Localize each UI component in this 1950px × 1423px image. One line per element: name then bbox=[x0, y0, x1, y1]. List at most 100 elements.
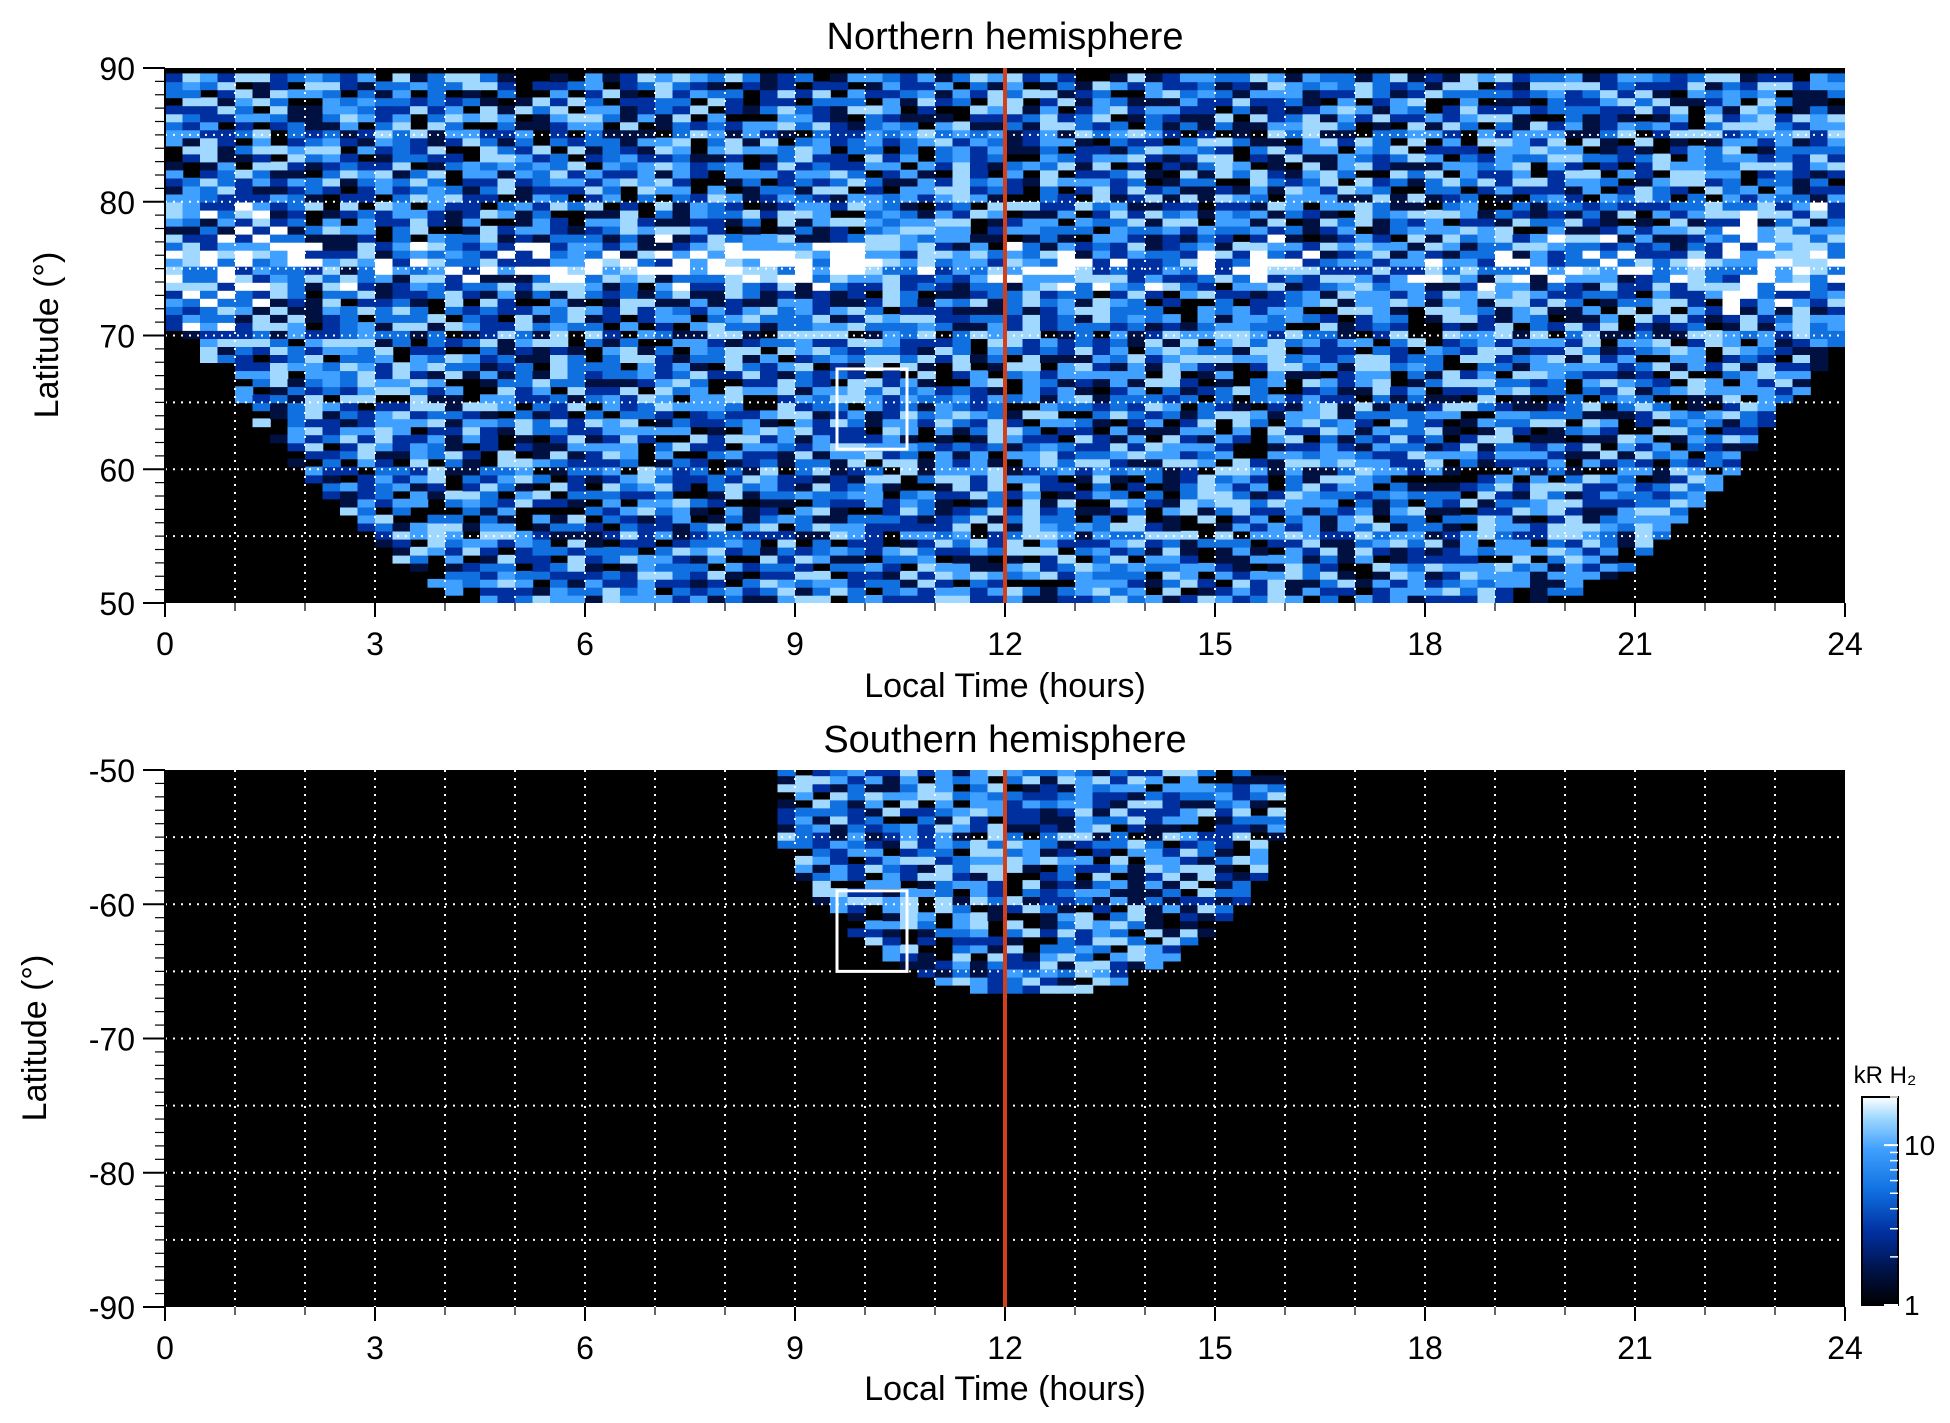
north-heatmap-cell bbox=[760, 434, 779, 444]
north-heatmap-cell bbox=[1320, 466, 1339, 476]
north-heatmap-cell bbox=[1215, 185, 1234, 195]
north-heatmap-cell bbox=[445, 362, 464, 372]
north-heatmap-cell bbox=[970, 257, 989, 267]
north-heatmap-cell bbox=[1582, 338, 1601, 347]
north-heatmap-cell bbox=[795, 298, 814, 307]
north-heatmap-cell bbox=[410, 241, 429, 251]
north-heatmap-cell bbox=[1320, 474, 1339, 484]
north-heatmap-cell bbox=[1827, 225, 1845, 235]
north-heatmap-cell bbox=[1110, 153, 1129, 163]
north-heatmap-cell bbox=[1547, 490, 1566, 500]
north-heatmap-cell bbox=[742, 362, 761, 372]
north-heatmap-cell bbox=[200, 169, 219, 179]
north-heatmap-cell bbox=[830, 225, 849, 235]
north-heatmap-cell bbox=[1740, 322, 1759, 331]
north-heatmap-cell bbox=[1442, 506, 1461, 516]
north-heatmap-cell bbox=[952, 257, 971, 267]
north-heatmap-cell bbox=[707, 282, 726, 291]
north-heatmap-cell bbox=[760, 89, 779, 99]
north-heatmap-cell bbox=[655, 522, 674, 532]
north-heatmap-cell bbox=[1827, 241, 1845, 251]
north-heatmap-cell bbox=[847, 386, 866, 396]
north-heatmap-cell bbox=[1705, 169, 1724, 179]
north-heatmap-cell bbox=[322, 185, 341, 195]
north-heatmap-cell bbox=[1565, 322, 1584, 331]
north-heatmap-cell bbox=[1722, 201, 1741, 211]
north-heatmap-cell bbox=[165, 217, 184, 227]
north-heatmap-cell bbox=[567, 554, 586, 564]
north-heatmap-cell bbox=[655, 121, 674, 131]
north-heatmap-cell bbox=[305, 402, 324, 412]
north-heatmap-cell bbox=[602, 370, 621, 380]
north-heatmap-cell bbox=[865, 129, 884, 139]
north-heatmap-cell bbox=[620, 346, 639, 355]
north-heatmap-cell bbox=[602, 177, 621, 187]
north-heatmap-cell bbox=[1022, 442, 1041, 452]
north-heatmap-cell bbox=[1092, 257, 1111, 267]
north-heatmap-cell bbox=[760, 145, 779, 155]
north-heatmap-cell bbox=[532, 346, 551, 355]
north-heatmap-cell bbox=[725, 306, 744, 315]
north-heatmap-cell bbox=[795, 418, 814, 428]
north-heatmap-cell bbox=[1722, 225, 1741, 235]
north-heatmap-cell bbox=[1705, 105, 1724, 115]
north-heatmap-cell bbox=[1302, 105, 1321, 115]
north-heatmap-cell bbox=[865, 145, 884, 155]
north-heatmap-cell bbox=[375, 185, 394, 195]
north-heatmap-cell bbox=[410, 137, 429, 147]
north-heatmap-cell bbox=[1442, 586, 1461, 596]
north-heatmap-cell bbox=[427, 282, 446, 291]
north-heatmap-cell bbox=[602, 546, 621, 556]
north-heatmap-cell bbox=[1460, 97, 1479, 107]
north-heatmap-cell bbox=[795, 193, 814, 203]
north-heatmap-cell bbox=[830, 322, 849, 331]
north-heatmap-cell bbox=[532, 177, 551, 187]
north-heatmap-cell bbox=[1617, 482, 1636, 492]
north-heatmap-cell bbox=[322, 177, 341, 187]
north-heatmap-cell bbox=[1705, 482, 1724, 492]
north-heatmap-cell bbox=[1110, 578, 1129, 588]
north-heatmap-cell bbox=[830, 177, 849, 187]
north-heatmap-cell bbox=[1565, 354, 1584, 363]
north-heatmap-cell bbox=[1810, 137, 1829, 147]
north-heatmap-cell bbox=[1092, 418, 1111, 428]
north-heatmap-cell bbox=[515, 530, 534, 540]
north-heatmap-cell bbox=[672, 570, 691, 580]
north-heatmap-cell bbox=[340, 410, 359, 420]
north-heatmap-cell bbox=[1635, 137, 1654, 147]
north-heatmap-cell bbox=[1687, 177, 1706, 187]
north-heatmap-cell bbox=[1022, 506, 1041, 516]
north-heatmap-cell bbox=[1215, 490, 1234, 500]
north-heatmap-cell bbox=[830, 113, 849, 123]
north-heatmap-cell bbox=[1057, 274, 1076, 283]
north-heatmap-cell bbox=[1372, 586, 1391, 596]
north-heatmap-cell bbox=[1022, 113, 1041, 123]
north-heatmap-cell bbox=[1057, 306, 1076, 315]
north-heatmap-cell bbox=[287, 298, 306, 307]
north-heatmap-cell bbox=[1372, 105, 1391, 115]
north-heatmap-cell bbox=[760, 378, 779, 388]
north-heatmap-cell bbox=[987, 298, 1006, 307]
north-heatmap-cell bbox=[1075, 322, 1094, 331]
north-heatmap-cell bbox=[1040, 434, 1059, 444]
north-heatmap-cell bbox=[1390, 386, 1409, 396]
north-heatmap-cell bbox=[1320, 562, 1339, 572]
north-heatmap-cell bbox=[567, 522, 586, 532]
north-heatmap-cell bbox=[655, 249, 674, 259]
north-heatmap-cell bbox=[1425, 370, 1444, 380]
north-heatmap-cell bbox=[322, 209, 341, 219]
north-heatmap-cell bbox=[497, 554, 516, 564]
north-heatmap-cell bbox=[515, 121, 534, 131]
north-heatmap-cell bbox=[1687, 266, 1706, 275]
north-heatmap-cell bbox=[1442, 410, 1461, 420]
north-heatmap-cell bbox=[655, 362, 674, 372]
north-heatmap-cell bbox=[637, 274, 656, 283]
north-heatmap-cell bbox=[847, 514, 866, 524]
north-heatmap-cell bbox=[830, 370, 849, 380]
north-heatmap-cell bbox=[1232, 282, 1251, 291]
north-heatmap-cell bbox=[1040, 89, 1059, 99]
north-heatmap-cell bbox=[637, 169, 656, 179]
north-heatmap-cell bbox=[690, 153, 709, 163]
north-heatmap-cell bbox=[795, 386, 814, 396]
north-heatmap-cell bbox=[532, 161, 551, 171]
